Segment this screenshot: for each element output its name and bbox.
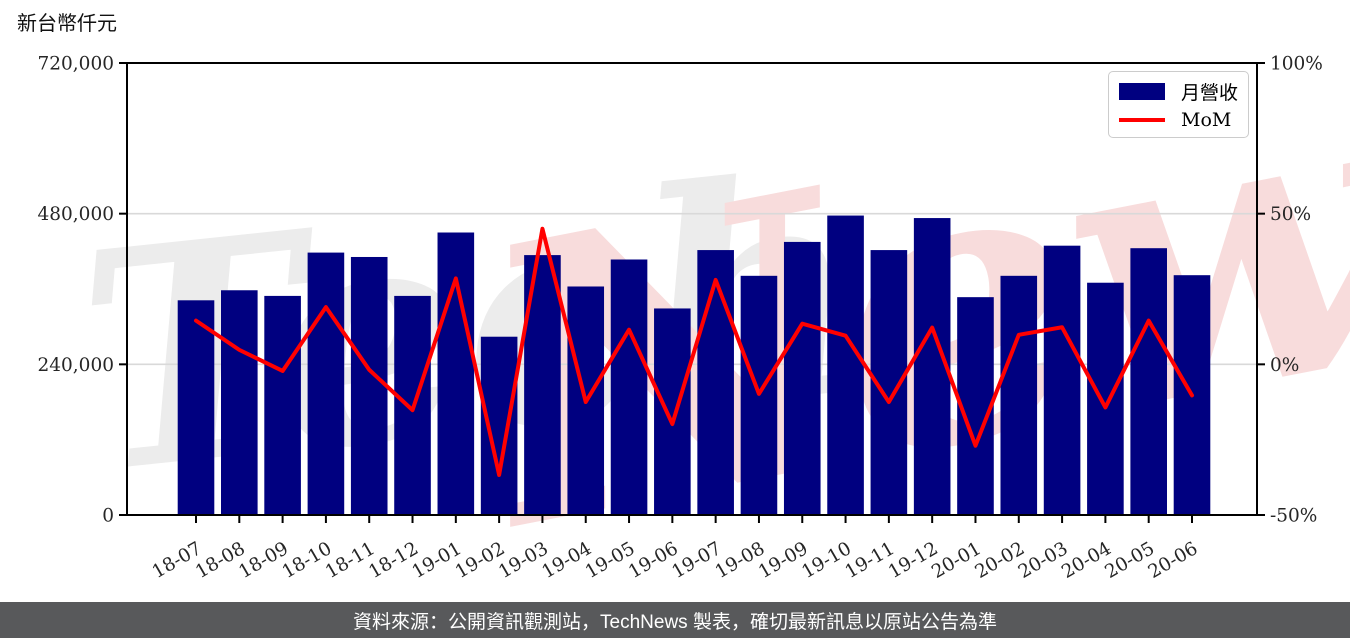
bar-19-10 xyxy=(827,215,864,516)
bar-18-10 xyxy=(307,252,345,516)
x-tick-label: 18-07 xyxy=(149,538,206,583)
x-tick-label: 20-05 xyxy=(1101,538,1158,583)
x-tick-label: 18-10 xyxy=(279,538,336,583)
y-axis-unit-label: 新台幣仟元 xyxy=(17,11,117,35)
axes-frame xyxy=(126,62,1258,516)
revenue-mom-chart: Tech News 0240,000480,000720,000-50%0%50… xyxy=(37,0,1350,602)
x-tick-label: 18-11 xyxy=(322,538,379,583)
x-tick-label: 18-09 xyxy=(235,538,292,583)
bar-19-06 xyxy=(654,308,691,515)
bar-20-03 xyxy=(1043,245,1081,515)
bar-19-01 xyxy=(437,232,475,515)
bar-18-09 xyxy=(264,295,301,515)
x-tick-label: 20-03 xyxy=(1015,538,1072,583)
legend: 月營收 MoM xyxy=(1108,71,1249,138)
x-tick-label: 18-08 xyxy=(192,538,249,583)
x-tick-label: 20-04 xyxy=(1058,538,1115,583)
bar-20-05 xyxy=(1130,248,1167,515)
bar-18-08 xyxy=(221,290,258,515)
right-axis-tick-label: -50% xyxy=(1270,506,1317,527)
bar-18-11 xyxy=(350,256,388,515)
right-axis-tick-label: 50% xyxy=(1270,204,1311,225)
x-tick-label: 20-02 xyxy=(972,538,1029,583)
mom-line-swatch xyxy=(1119,117,1165,122)
bar-20-01 xyxy=(957,297,994,515)
x-tick-label: 19-12 xyxy=(885,538,942,583)
right-axis-tick-label: 100% xyxy=(1270,54,1323,75)
mom-line xyxy=(194,226,1194,477)
x-tick-label: 19-02 xyxy=(452,538,509,583)
left-axis-tick-label: 720,000 xyxy=(37,54,114,75)
right-axis-tick-label: 0% xyxy=(1270,355,1299,376)
source-footer-text: 資料來源：公開資訊觀測站，TechNews 製表，確切最新訊息以原站公告為準 xyxy=(353,611,997,633)
source-footer: 資料來源：公開資訊觀測站，TechNews 製表，確切最新訊息以原站公告為準 xyxy=(0,602,1350,638)
plot-area: 0 240,000 480,000 720,000 -50% 0% 50% 100% 18-07… xyxy=(37,54,1322,584)
legend-item-mom: MoM xyxy=(1119,109,1236,131)
bar-18-07 xyxy=(177,300,215,515)
bar-19-09 xyxy=(783,241,821,515)
bar-20-04 xyxy=(1087,282,1124,515)
x-tick-label: 18-12 xyxy=(365,538,422,583)
legend-item-revenue: 月營收 xyxy=(1119,78,1239,105)
revenue-bar-swatch xyxy=(1119,83,1165,101)
legend-label-mom: MoM xyxy=(1181,108,1232,131)
bar-19-05 xyxy=(610,259,648,515)
x-tick-label: 20-06 xyxy=(1145,538,1202,583)
legend-label-revenue: 月營收 xyxy=(1181,82,1239,105)
left-axis-tick-label: 480,000 xyxy=(37,204,114,225)
bar-19-07 xyxy=(697,250,734,516)
x-tick-label: 19-01 xyxy=(409,538,466,583)
left-axis-tick-label: 0 xyxy=(102,506,114,527)
bar-20-02 xyxy=(1000,275,1038,515)
left-axis-tick-label: 240,000 xyxy=(37,355,114,376)
x-tick-label: 20-01 xyxy=(928,538,985,583)
